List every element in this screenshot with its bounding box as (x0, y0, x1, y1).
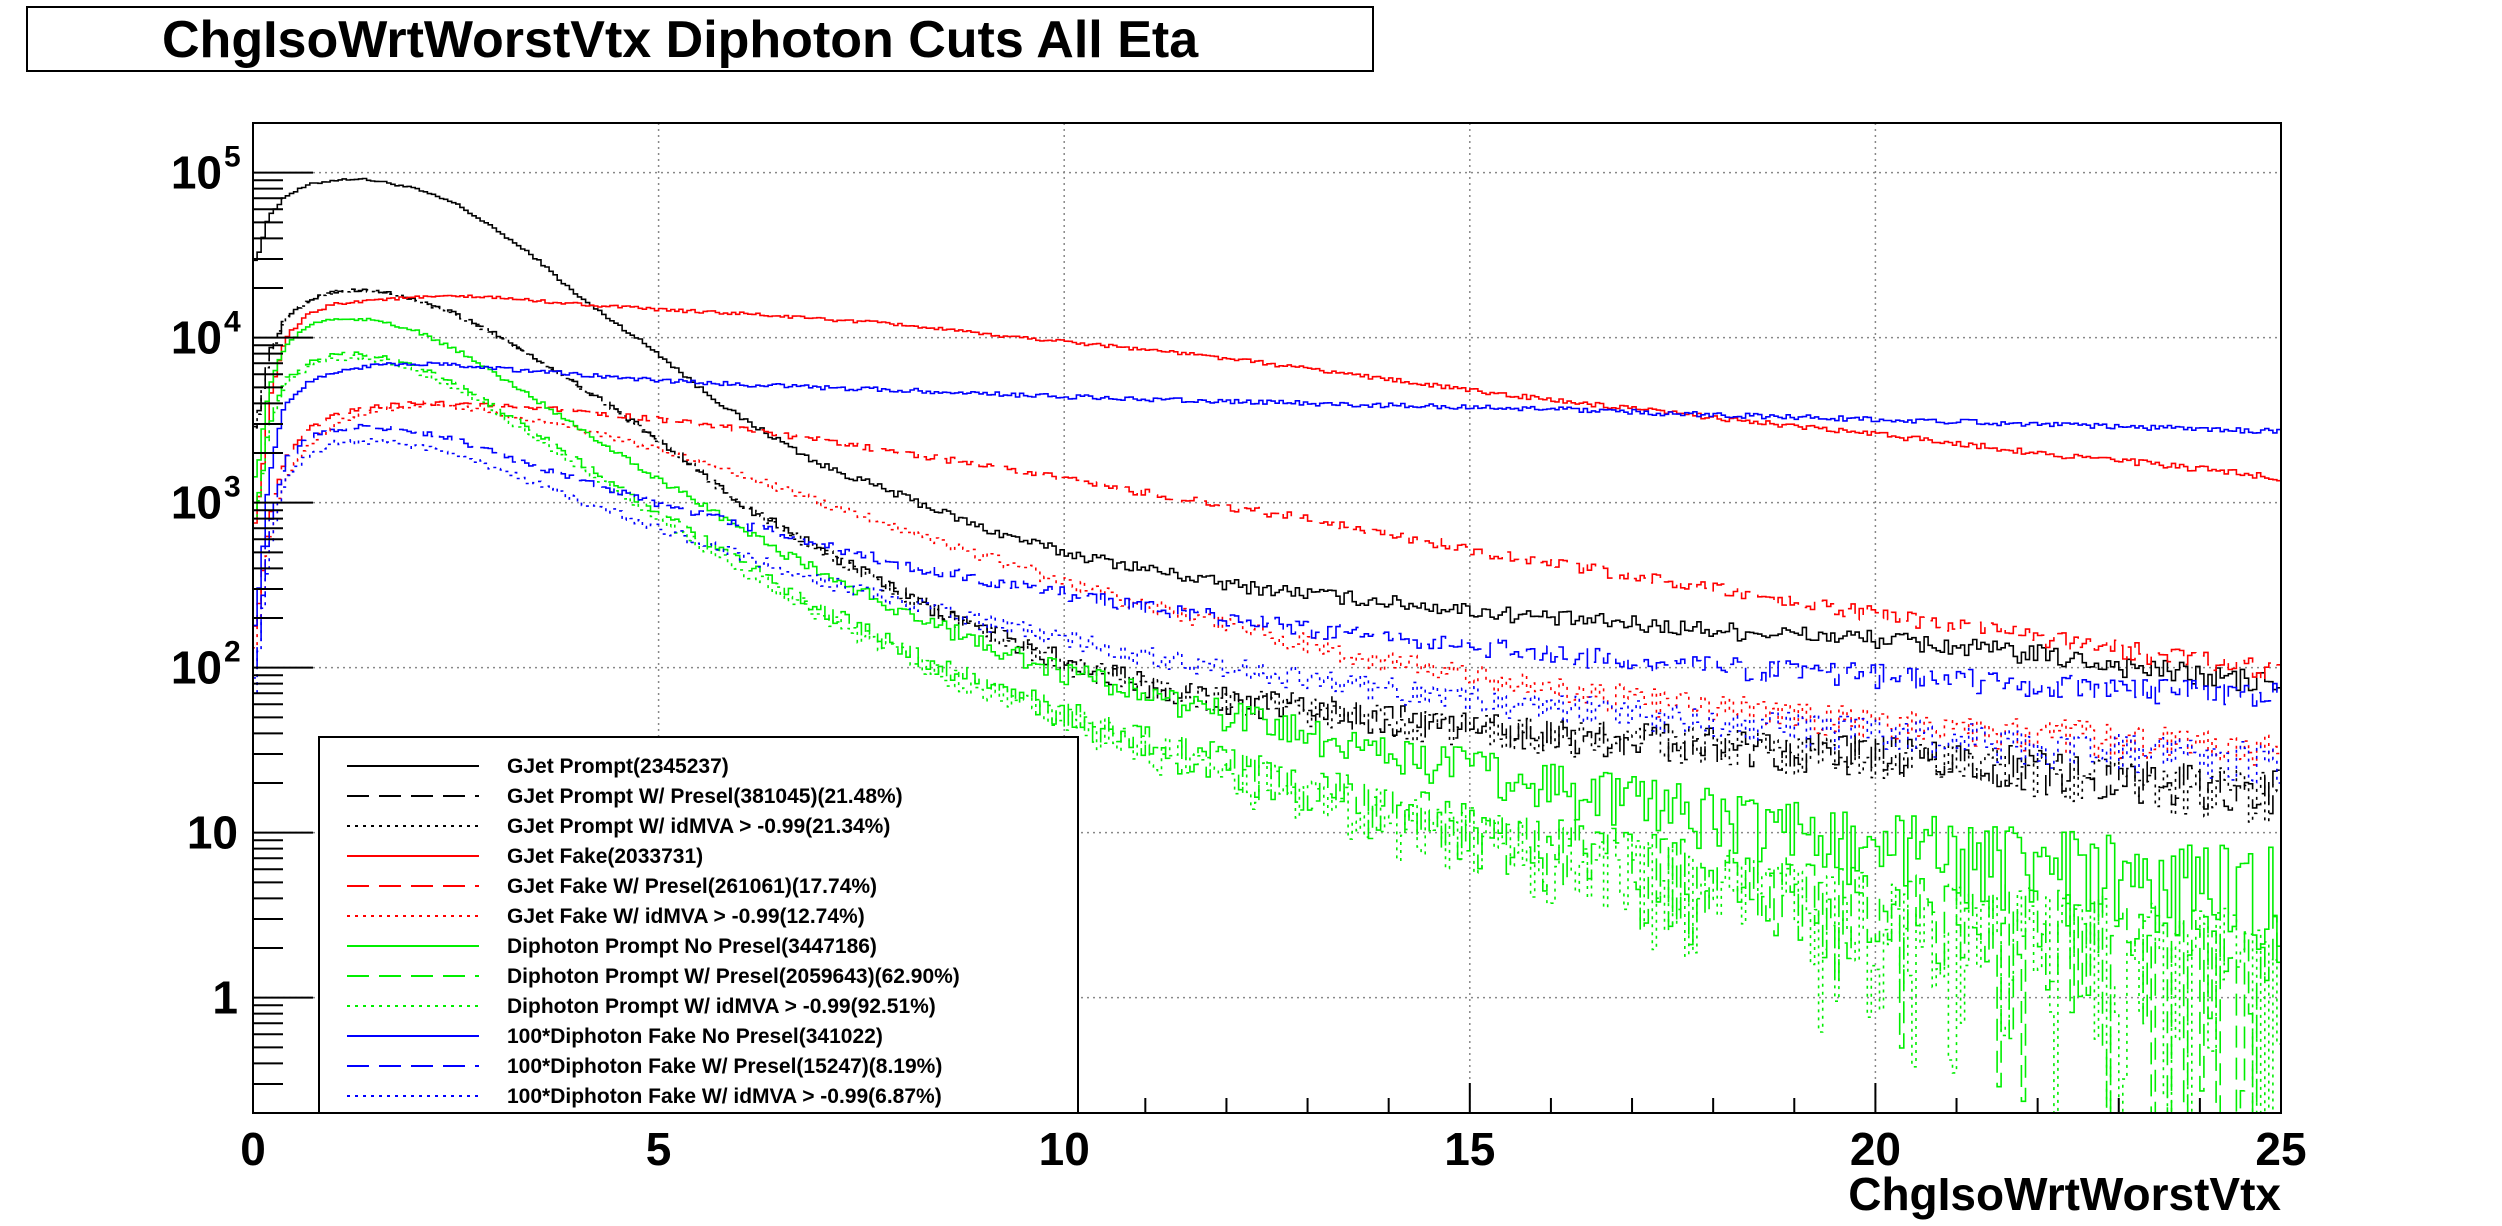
legend-entry: Diphoton Prompt W/ idMVA > -0.99(92.51%) (507, 995, 936, 1018)
y-tick-label: 10 (171, 642, 222, 694)
title-box: ChgIsoWrtWorstVtx Diphoton Cuts All Eta (26, 6, 1374, 72)
legend-entry: 100*Diphoton Fake W/ Presel(15247)(8.19%… (507, 1055, 942, 1078)
y-tick-label: 10 (187, 807, 238, 859)
legend-entry: 100*Diphoton Fake W/ idMVA > -0.99(6.87%… (507, 1085, 942, 1108)
legend-entry: GJet Fake W/ Presel(261061)(17.74%) (507, 875, 877, 898)
legend-entry: Diphoton Prompt W/ Presel(2059643)(62.90… (507, 965, 960, 988)
series-line (252, 288, 2281, 1113)
x-tick-label: 25 (2255, 1123, 2306, 1175)
y-tick-exponent: 5 (224, 141, 241, 174)
x-axis-title: ChgIsoWrtWorstVtx (1848, 1168, 2281, 1220)
x-tick-label: 20 (1850, 1123, 1901, 1175)
series-line (252, 317, 2281, 1113)
series-layer (252, 177, 2281, 1114)
series-line (252, 351, 2281, 1114)
y-tick-label: 10 (171, 312, 222, 364)
legend-entry: Diphoton Prompt No Presel(3447186) (507, 935, 877, 958)
x-tick-label: 10 (1039, 1123, 1090, 1175)
legend-entry: GJet Prompt(2345237) (507, 755, 729, 778)
y-tick-label: 10 (171, 147, 222, 199)
legend-entry: GJet Prompt W/ idMVA > -0.99(21.34%) (507, 815, 890, 838)
legend-entry: GJet Prompt W/ Presel(381045)(21.48%) (507, 785, 903, 808)
chart-title: ChgIsoWrtWorstVtx Diphoton Cuts All Eta (162, 11, 1199, 69)
x-tick-label: 15 (1444, 1123, 1495, 1175)
series-line (252, 288, 2281, 1113)
series-line (252, 400, 2281, 1113)
legend-box (318, 736, 1079, 1114)
y-tick-exponent: 4 (224, 306, 241, 339)
series-line (252, 423, 2281, 1113)
series-line (252, 294, 2281, 1113)
legend-entry: GJet Fake W/ idMVA > -0.99(12.74%) (507, 905, 865, 928)
x-tick-label: 0 (240, 1123, 266, 1175)
y-tick-exponent: 3 (224, 471, 241, 504)
y-tick-label: 1 (212, 972, 238, 1024)
series-line (252, 361, 2281, 1113)
legend-entry: GJet Fake(2033731) (507, 845, 703, 868)
legend-entry: 100*Diphoton Fake No Presel(341022) (507, 1025, 883, 1048)
y-tick-label: 10 (171, 477, 222, 529)
series-line (252, 357, 2281, 1114)
y-tick-exponent: 2 (224, 636, 241, 669)
x-tick-label: 5 (646, 1123, 672, 1175)
legend: GJet Prompt(2345237) GJet Prompt W/ Prese… (318, 736, 1079, 1114)
grid-lines (253, 123, 2281, 1113)
